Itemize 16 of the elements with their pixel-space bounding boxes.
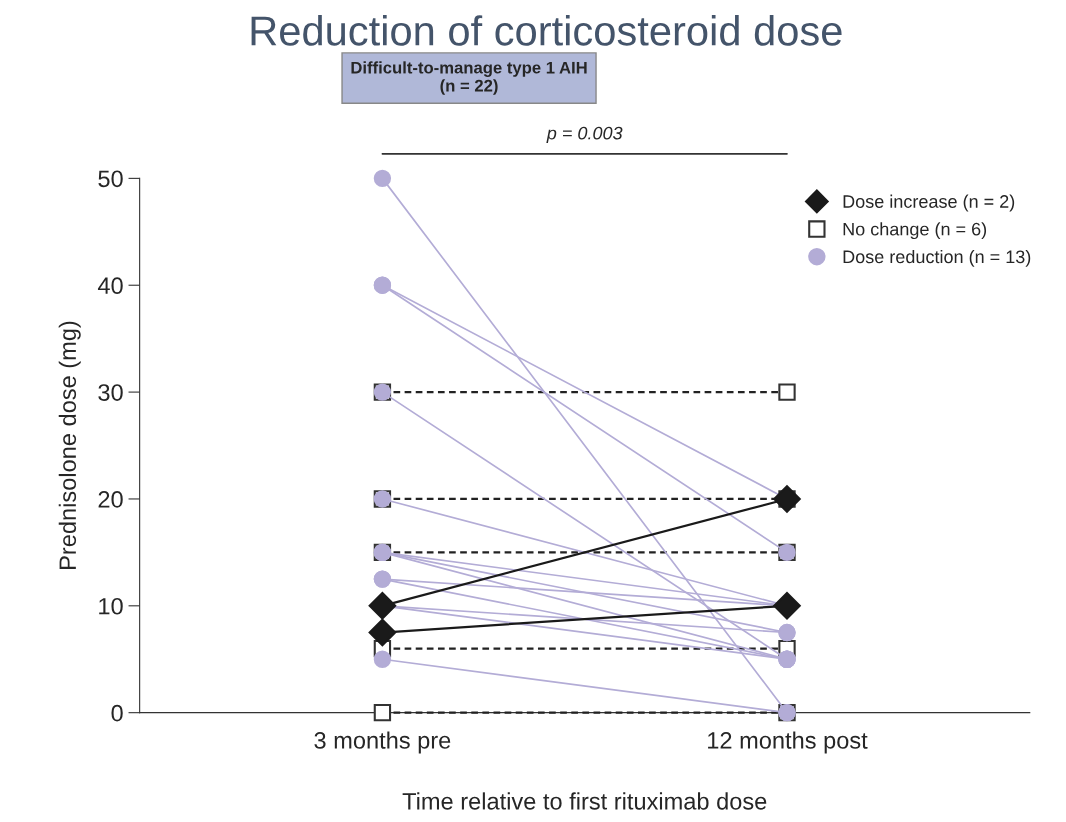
- y-tick-label: 10: [99, 597, 123, 615]
- legend-label: No change (n = 6): [843, 222, 987, 240]
- x-tick-label: 12 months post: [708, 731, 868, 754]
- y-tick-label: 50: [98, 170, 123, 188]
- x-axis-title: Time relative to first rituximab dose: [402, 792, 767, 810]
- legend-label: Dose increase (n = 2): [843, 194, 1015, 212]
- y-tick-label: 30: [98, 384, 123, 401]
- y-tick-label: 0: [111, 704, 123, 722]
- chart-subtitle: Difficult-to-manage type 1 AIH (n = 22): [351, 61, 587, 95]
- y-axis-title: Prednisolone dose (mg): [58, 321, 81, 569]
- legend-label: Dose reduction (n = 13): [843, 249, 1031, 267]
- text: p = 0.003: [546, 126, 623, 144]
- chart-title: Reduction of corticosteroid dose: [251, 15, 842, 46]
- x-tick-label: 3 months pre: [314, 731, 451, 754]
- y-tick-label: 40: [97, 277, 123, 295]
- y-tick-label: 20: [98, 491, 123, 508]
